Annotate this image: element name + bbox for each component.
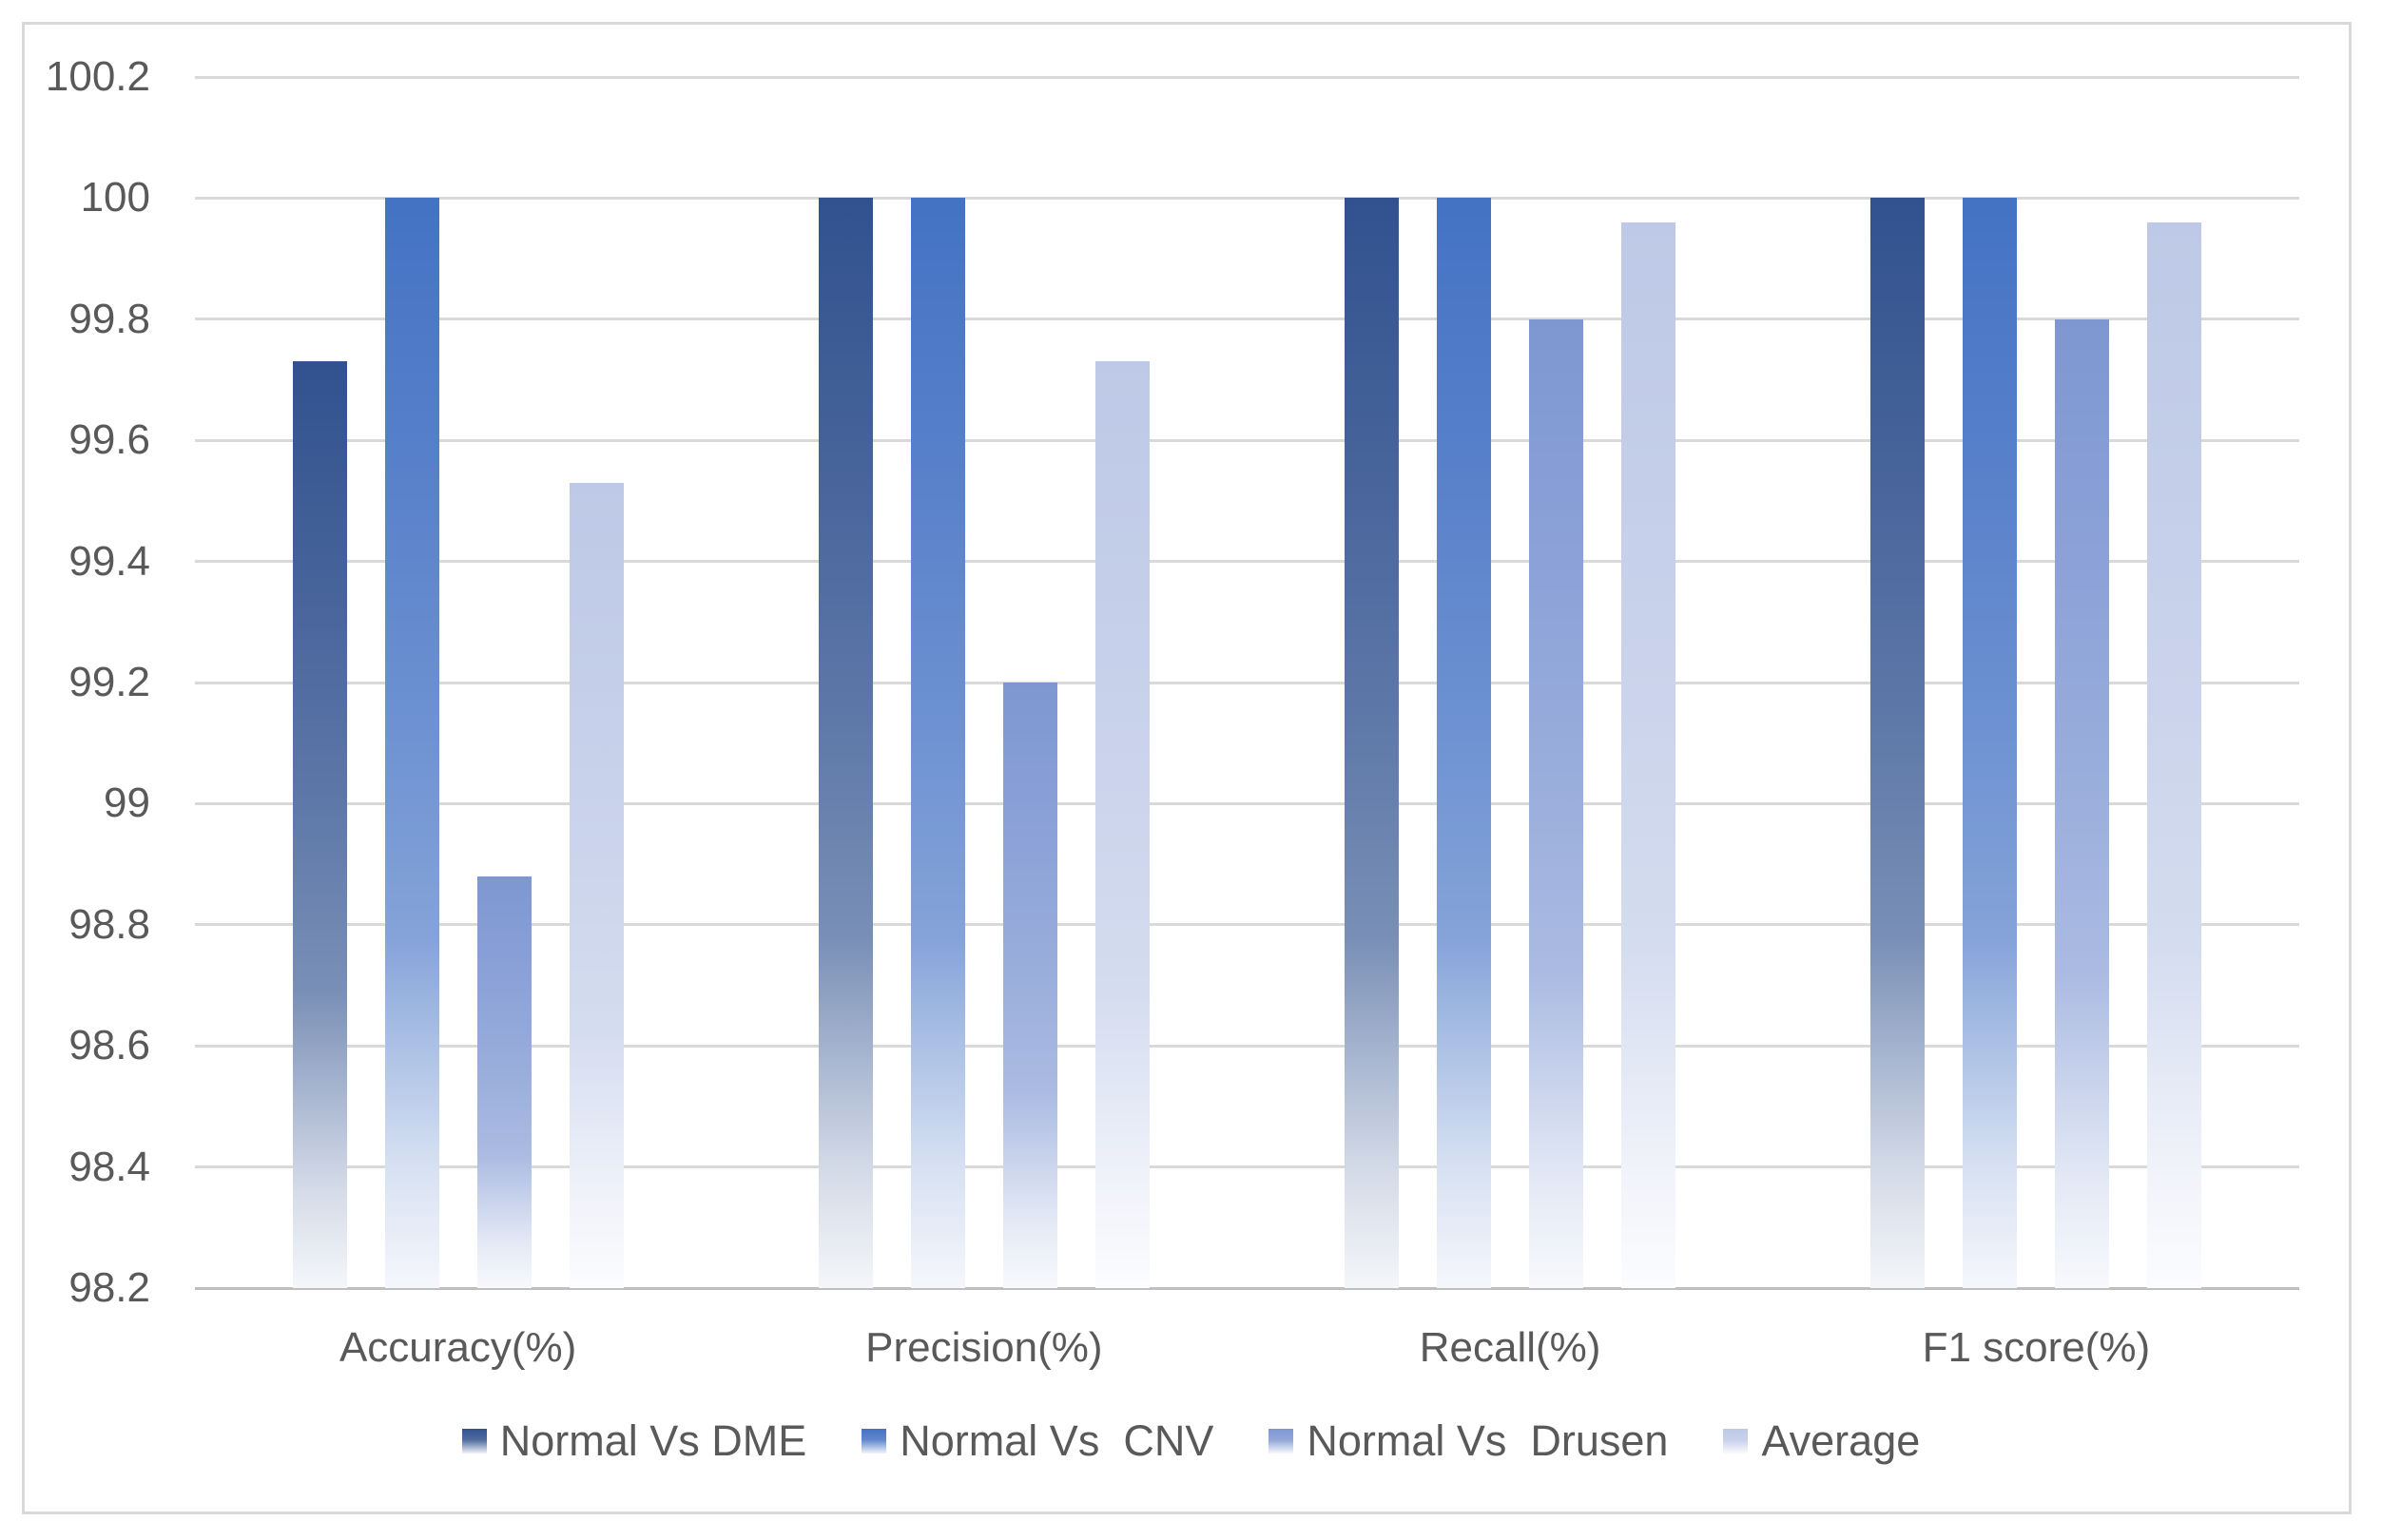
legend-marker-icon [461,1429,487,1453]
legend: Normal Vs DME Normal Vs CNV Normal Vs Drus… [0,1416,2382,1466]
y-tick-label: 98.4 [68,1143,150,1190]
bar-normal-vs-dme-recall [1345,198,1400,1288]
gridline [195,75,2299,79]
bar-average-recall [1621,221,1676,1288]
y-tick-label: 98.8 [68,900,150,948]
y-tick-label: 99.2 [68,659,150,705]
gridline [195,923,2299,927]
gridline [195,1044,2299,1048]
x-category-label-accuracy: Accuracy(%) [339,1324,577,1371]
bar-normal-vs-drusen-accuracy [476,876,532,1288]
y-tick-label: 100 [80,174,150,221]
bar-normal-vs-cnv-recall [1437,198,1492,1288]
gridline [195,560,2299,564]
y-tick-label: 99 [104,780,150,827]
legend-item-normal-vs-cnv: Normal Vs CNV [862,1416,1213,1466]
x-category-label-f1-score: F1 score(%) [1922,1324,2151,1371]
y-tick-label: 98.6 [68,1022,150,1069]
y-tick-label: 99.8 [68,295,150,342]
gridline [195,318,2299,321]
gridline [195,681,2299,684]
y-tick-label: 99.4 [68,537,150,585]
bar-normal-vs-drusen-f1-score [2055,318,2110,1288]
bar-normal-vs-dme-precision [818,198,873,1288]
gridline [195,196,2299,200]
bar-average-precision [1094,361,1150,1288]
bar-normal-vs-cnv-f1-score [1963,198,2018,1288]
legend-label: Normal Vs DME [499,1416,807,1465]
gridline [195,801,2299,805]
legend-marker-icon [1723,1429,1749,1453]
legend-marker-icon [862,1429,887,1453]
legend-item-normal-vs-drusen: Normal Vs Drusen [1268,1416,1668,1466]
gridline [195,1165,2299,1169]
bar-normal-vs-cnv-accuracy [384,198,439,1288]
legend-label: Normal Vs Drusen [1307,1416,1669,1465]
gridline [195,438,2299,442]
y-tick-label: 98.2 [68,1264,150,1311]
x-axis-line [195,1286,2299,1290]
bar-average-accuracy [569,482,624,1288]
legend-marker-icon [1268,1429,1294,1453]
bar-normal-vs-dme-accuracy [292,361,347,1288]
x-category-label-precision: Precision(%) [865,1324,1103,1371]
bar-normal-vs-drusen-precision [1002,683,1057,1288]
bar-average-f1-score [2147,221,2202,1288]
legend-label: Average [1761,1416,1921,1465]
y-tick-label: 99.6 [68,416,150,464]
plot-area [195,75,2299,1290]
legend-label: Normal Vs CNV [900,1416,1214,1465]
x-category-label-recall: Recall(%) [1419,1324,1601,1371]
bar-normal-vs-drusen-recall [1529,318,1584,1288]
legend-item-normal-vs-dme: Normal Vs DME [461,1416,807,1466]
y-tick-label: 100.2 [45,53,150,100]
bar-normal-vs-dme-f1-score [1870,198,1926,1288]
legend-item-average: Average [1723,1416,1920,1466]
bar-normal-vs-cnv-precision [910,198,965,1288]
